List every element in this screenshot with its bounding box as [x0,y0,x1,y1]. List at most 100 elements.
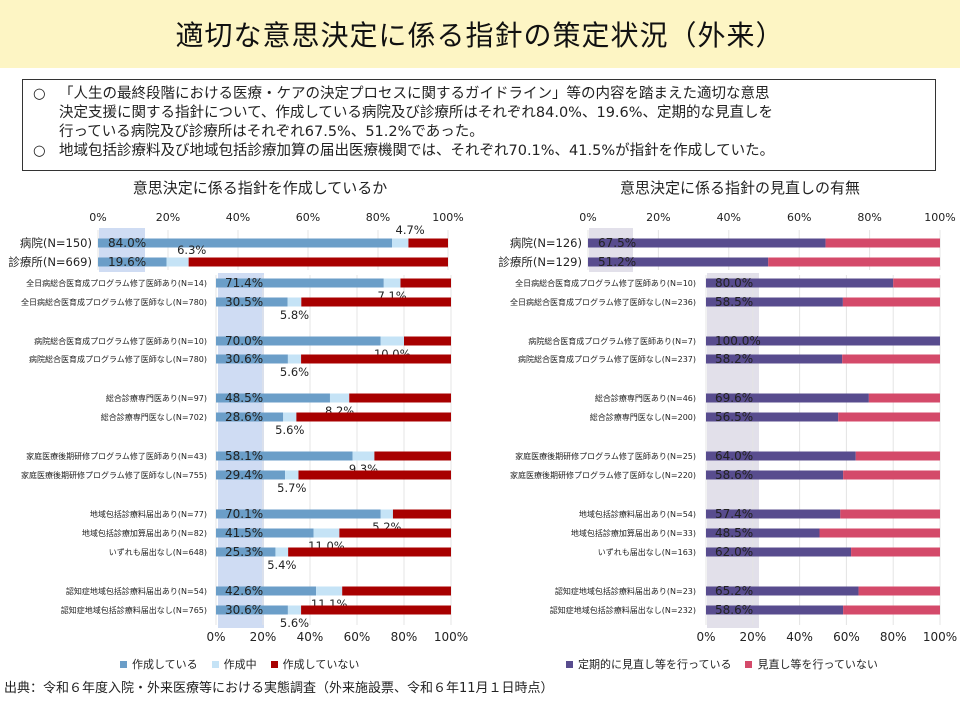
bar-segment [392,509,451,519]
bar-segment [352,451,375,461]
bar-segment [855,451,940,461]
x-tick-top: 20% [646,211,670,224]
category-label: いずれも届出なし(N=163) [598,547,696,557]
category-label: 認知症地域包括診療料届出あり(N=23) [555,586,696,596]
value-label: 41.5% [225,526,263,540]
bar-segment [216,278,384,288]
summary-line-2: 地域包括診療料及び地域包括診療加算の届出医療機関では、それぞれ70.1%、41.… [59,143,775,159]
legend-swatch-review-yes [566,660,573,668]
bar-segment [216,354,288,364]
bar-segment [842,297,940,307]
bar-segment [768,257,940,267]
page-title: 適切な意思決定に係る指針の策定状況（外来） [175,19,785,52]
category-label: 家庭医療後期研修プログラム修了医師なし(N=220) [510,470,696,480]
value-label: 64.0% [715,449,753,463]
value-label-mid: 5.7% [277,481,306,495]
bar-segment [296,412,451,422]
bar-segment [342,586,451,596]
value-label: 30.6% [225,603,263,617]
bar-segment [98,238,392,248]
x-tick-top: 80% [857,211,881,224]
category-label: 病院(N=150) [20,236,92,250]
bar-segment [858,586,940,596]
category-label: 認知症地域包括診療料届出あり(N=54) [66,586,207,596]
bar-segment [819,528,940,538]
value-label: 70.0% [225,334,263,348]
value-label: 100.0% [715,334,761,348]
category-label: 認知症地域包括診療料届出なし(N=232) [550,605,696,615]
bar-segment [706,336,940,346]
bar-segment [287,297,302,307]
value-label: 48.5% [225,391,263,405]
legend-item-review-no: 見直し等を行っていない [745,656,878,672]
value-label: 30.6% [225,352,263,366]
value-label-mid: 5.4% [267,558,296,572]
bar-segment [706,297,843,307]
bar-segment [216,509,381,519]
bar-segment [706,451,856,461]
bar-segment [825,238,940,248]
category-label: 診療所(N=129) [498,255,582,269]
x-tick-bottom: 0% [696,630,715,644]
value-label: 62.0% [715,545,753,559]
bar-segment [349,393,451,403]
x-tick-top: 60% [787,211,811,224]
bar-segment [706,278,894,288]
value-label: 58.1% [225,449,263,463]
title-band [0,0,960,68]
x-tick-top: 0% [89,211,106,224]
bar-segment [851,547,940,557]
category-label: いずれも届出なし(N=648) [109,547,207,557]
x-tick-top: 80% [366,211,390,224]
x-tick-top: 40% [226,211,250,224]
label-highlight-sub [218,273,264,628]
value-label: 58.2% [715,352,753,366]
bar-segment [216,412,284,422]
category-label: 診療所(N=669) [8,255,92,269]
bar-segment [216,586,317,596]
bar-segment [301,605,451,615]
bar-segment [283,412,297,422]
value-label: 65.2% [715,584,753,598]
bar-segment [301,297,451,307]
legend-swatch-not-making [270,660,278,668]
category-label: 病院総合医育成プログラム修了医師なし(N=780) [29,354,207,364]
category-label: 家庭医療後期研修プログラム修了医師あり(N=25) [515,451,696,461]
bullet-1: ○ [33,86,46,102]
bar-segment [339,528,451,538]
category-label: 地域包括診療料届出あり(N=77) [90,509,207,519]
category-label: 地域包括診療加算届出あり(N=82) [82,528,207,538]
value-label-mid: 5.8% [280,308,309,322]
summary-line-1a: 「人生の最終段階における医療・ケアの決定プロセスに関するガイドライン」等の内容を… [59,86,770,102]
value-label: 67.5% [598,236,636,250]
summary-line-1c: 行っている病院及び診療所はそれぞれ67.5%、51.2%であった。 [59,124,484,140]
legend-swatch-review-no [745,660,753,668]
value-label: 42.6% [225,584,263,598]
bar-segment [842,354,940,364]
bar-segment [706,528,820,538]
bar-segment [588,238,826,248]
right-chart-title: 意思決定に係る指針の見直しの有無 [619,179,860,197]
bar-segment [404,336,451,346]
bar-segment [706,412,839,422]
bar-segment [275,547,289,557]
value-label-mid: 5.6% [275,423,304,437]
category-label: 病院総合医育成プログラム修了医師あり(N=7) [528,336,696,346]
category-label: 病院総合医育成プログラム修了医師なし(N=237) [518,354,696,364]
summary-item-1: ○ 「人生の最終段階における医療・ケアの決定プロセスに関するガイドライン」等の内… [33,85,925,142]
x-tick-bottom: 60% [344,630,371,644]
bar-segment [380,509,393,519]
x-tick-bottom: 20% [250,630,277,644]
value-label-mid: 6.3% [177,243,206,257]
bar-segment [400,278,451,288]
bar-segment [838,412,940,422]
left-legend: 作成している 作成中 作成していない [120,656,359,672]
bar-segment [288,547,451,557]
x-tick-bottom: 40% [297,630,324,644]
x-tick-top: 100% [432,211,463,224]
bar-segment [706,605,844,615]
legend-swatch-making [120,660,127,668]
value-label: 58.5% [715,295,753,309]
category-label: 病院(N=126) [510,236,582,250]
